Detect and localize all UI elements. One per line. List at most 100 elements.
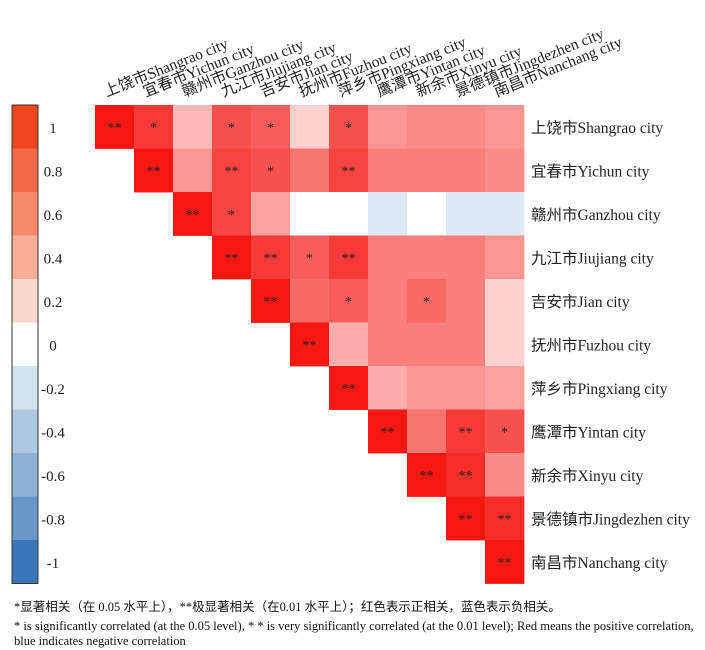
legend-swatch	[12, 148, 38, 193]
heatmap-cell	[290, 279, 330, 323]
significance-mark: **	[459, 512, 473, 527]
legend-tick-label: 1	[49, 121, 57, 137]
significance-mark: **	[459, 425, 473, 440]
color-legend: 1 0.8 0.6 0.4 0.2 0 -0.2 -0.4 -0.6 -0.8 -1	[11, 104, 65, 584]
legend-swatch	[12, 192, 38, 236]
significance-mark: **	[381, 425, 395, 440]
heatmap-cell	[407, 453, 447, 497]
heatmap-cell	[446, 192, 486, 236]
heatmap-cell	[290, 235, 330, 280]
heatmap-cell	[407, 235, 447, 280]
heatmap-cell	[173, 192, 213, 236]
heatmap-cell	[173, 105, 213, 149]
legend-swatch	[12, 496, 38, 541]
heatmap-cell	[251, 105, 291, 149]
heatmap-cell	[407, 322, 447, 367]
significance-mark: *	[267, 164, 274, 179]
legend-tick-label: 0	[49, 338, 57, 354]
heatmap-cell	[212, 148, 252, 193]
heatmap-cell	[485, 322, 525, 367]
significance-mark: **	[108, 121, 122, 136]
heatmap-cell	[446, 496, 486, 541]
legend-swatch	[12, 322, 38, 367]
legend-swatch	[12, 540, 38, 584]
row-label: 九江市Jiujiang city	[531, 249, 654, 267]
significance-mark: **	[186, 208, 200, 223]
row-label: 南昌市Nanchang city	[531, 554, 668, 572]
significance-mark: **	[264, 251, 278, 266]
significance-mark: *	[423, 295, 430, 310]
heatmap-cell	[407, 192, 447, 236]
heatmap-cell	[329, 105, 369, 149]
row-label: 新余市Xinyu city	[531, 466, 644, 485]
heatmap-cell	[485, 279, 525, 323]
heatmap-cell	[446, 279, 486, 323]
legend-swatch	[12, 409, 38, 454]
heatmap-cell	[368, 148, 408, 193]
row-label: 鹰潭市Yintan city	[531, 423, 646, 441]
legend-tick-label: -1	[47, 556, 60, 572]
heatmap-cell	[212, 235, 252, 280]
row-label: 景德镇市Jingdezhen city	[531, 510, 690, 528]
heatmap-cell	[407, 409, 447, 454]
legend-swatch	[12, 366, 38, 410]
heatmap-cell	[446, 148, 486, 193]
heatmap-cell	[485, 453, 525, 497]
significance-mark: **	[342, 164, 356, 179]
significance-mark: **	[342, 382, 356, 397]
heatmap-cell	[485, 105, 525, 149]
legend-tick-label: 0.8	[44, 164, 63, 180]
row-labels: 上饶市Shangrao city 宜春市Yichun city 赣州市Ganzhou…	[531, 119, 690, 572]
legend-swatch	[12, 279, 38, 323]
significance-mark: *	[345, 295, 352, 310]
row-label: 赣州市Ganzhou city	[531, 206, 661, 224]
heatmap-cell	[485, 496, 525, 541]
significance-mark: **	[264, 295, 278, 310]
heatmap-cell	[329, 235, 369, 280]
legend-tick-label: 0.4	[44, 251, 63, 267]
row-label: 萍乡市Pingxiang city	[531, 380, 668, 398]
heatmap-cell	[329, 366, 369, 410]
significance-mark: **	[342, 251, 356, 266]
heatmap-cell	[446, 105, 486, 149]
heatmap-cell	[485, 409, 525, 454]
heatmap-cell	[251, 192, 291, 236]
heatmap-cell	[95, 105, 135, 149]
heatmap-cell	[368, 235, 408, 280]
heatmap-cell	[485, 148, 525, 193]
significance-mark: *	[501, 425, 508, 440]
significance-mark: *	[228, 121, 235, 136]
legend-tick-label: 0.2	[44, 295, 63, 311]
significance-mark: *	[267, 121, 274, 136]
heatmap-cell	[251, 279, 291, 323]
significance-mark: *	[150, 121, 157, 136]
heatmap-cell	[329, 322, 369, 367]
heatmap-cell	[368, 409, 408, 454]
row-label: 抚州市Fuzhou city	[531, 336, 651, 354]
heatmap-cell	[173, 148, 213, 193]
heatmap-cell	[407, 366, 447, 410]
legend-tick-label: -0.4	[41, 425, 65, 441]
heatmap-cell	[134, 148, 174, 193]
significance-mark: **	[498, 512, 512, 527]
heatmap-cells	[95, 105, 525, 584]
heatmap-cell	[251, 148, 291, 193]
heatmap-cell	[485, 366, 525, 410]
correlation-heatmap: 10.80.60.40.20-0.2-0.4-0.6-0.8-1 ** * * * **…	[11, 24, 690, 584]
significance-marks: ** * * * *** ** * **** *** ** * **** * ******* ** *** **…	[108, 121, 512, 571]
heatmap-cell	[290, 148, 330, 193]
significance-mark: **	[225, 251, 239, 266]
legend-swatch	[12, 105, 38, 149]
heatmap-cell	[212, 192, 252, 236]
significance-mark: **	[459, 469, 473, 484]
legend-swatch	[12, 235, 38, 280]
heatmap-cell	[290, 192, 330, 236]
footnote-english: * is significantly correlated (at the 0.…	[14, 619, 694, 648]
heatmap-cell	[212, 105, 252, 149]
legend-tick-label: 0.6	[44, 208, 63, 224]
heatmap-cell	[485, 192, 525, 236]
heatmap-cell	[446, 453, 486, 497]
heatmap-cell	[368, 105, 408, 149]
heatmap-cell	[485, 235, 525, 280]
significance-mark: *	[228, 208, 235, 223]
